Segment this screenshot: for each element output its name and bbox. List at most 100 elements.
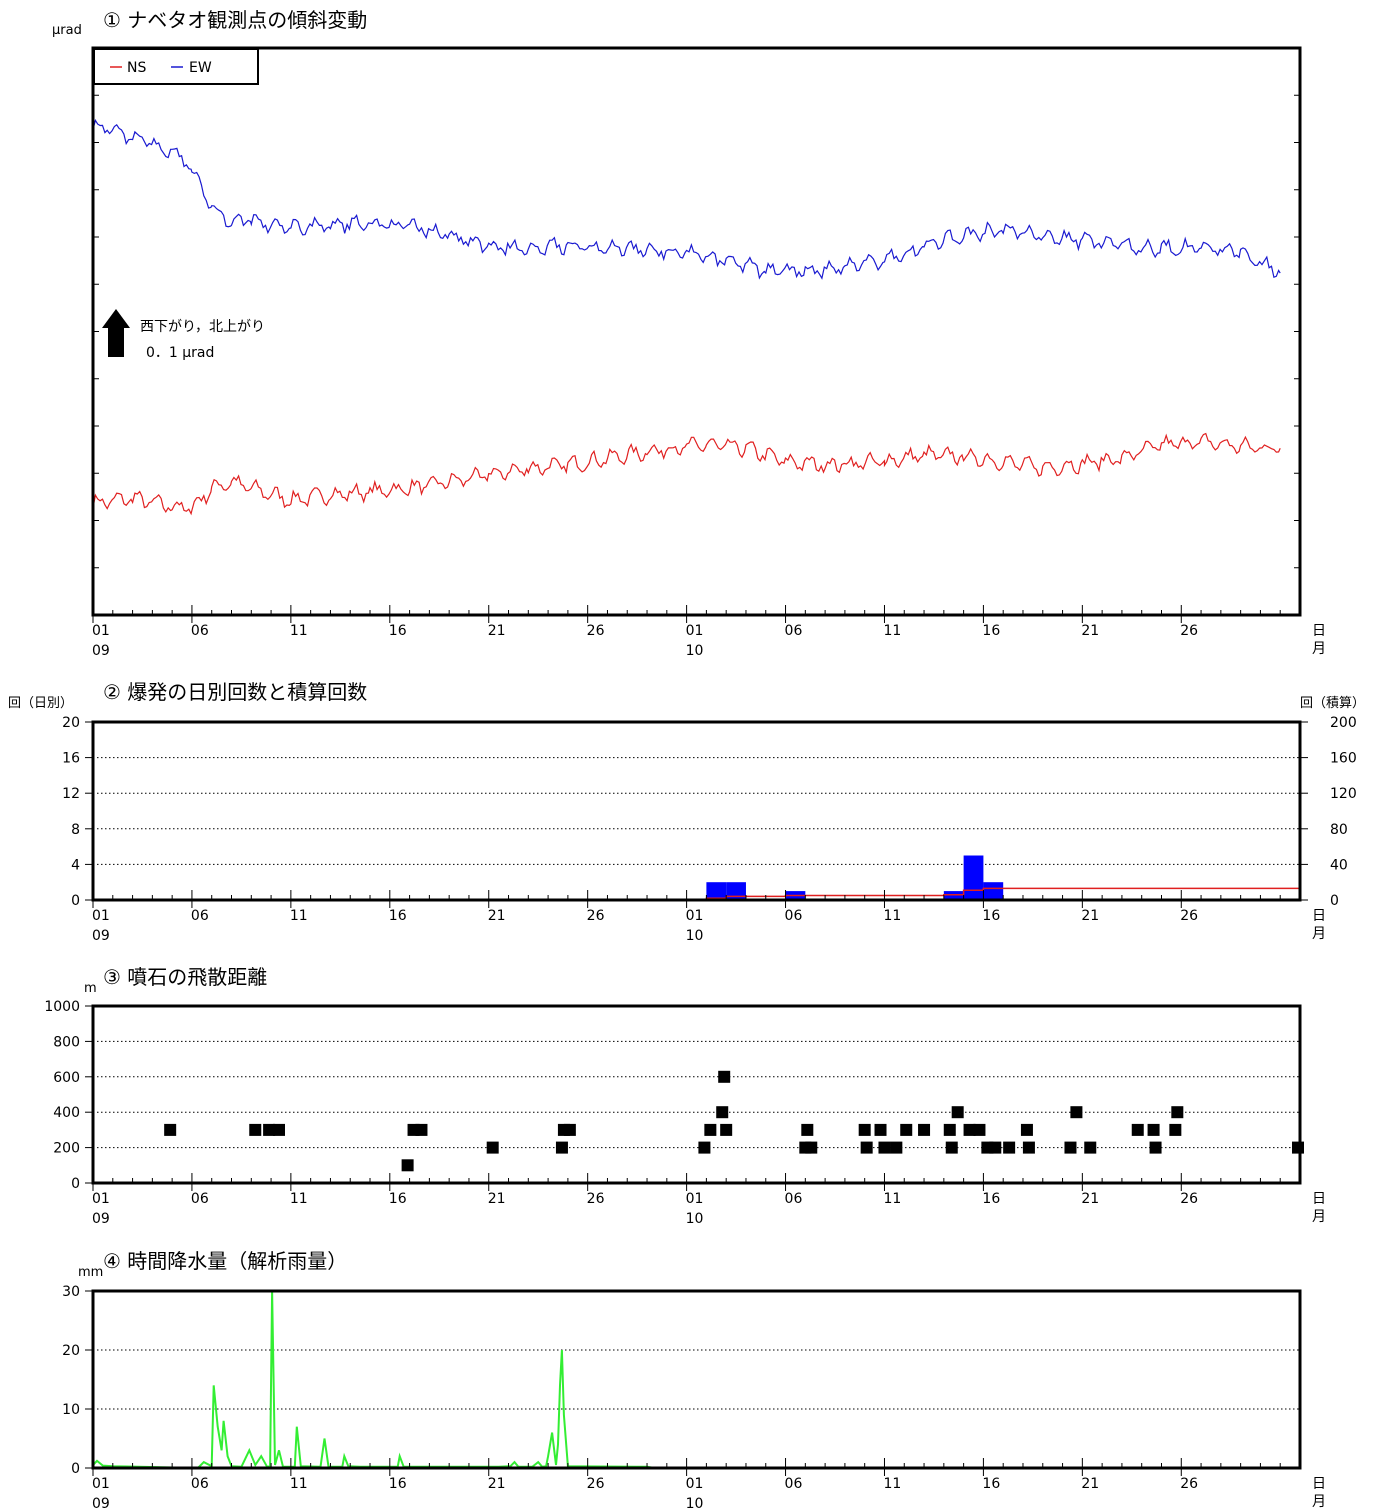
panel2-x-tick-label: 06 — [785, 908, 803, 924]
ballistic-distance-marker — [1070, 1106, 1083, 1119]
panel4-x-tick-label: 11 — [290, 1476, 308, 1492]
series-ew-line — [92, 118, 1281, 280]
ballistic-distance-marker — [890, 1141, 903, 1154]
panel1-x-tick-label: 26 — [587, 623, 605, 639]
panel1-tilt-chart: 01 06 11 16 21 26 01 06 11 16 21 26 09 10 日月 — [91, 46, 1326, 659]
rainfall-line — [92, 1290, 656, 1470]
panel1-x-tick-label: 16 — [982, 623, 1000, 639]
ballistic-distance-marker — [945, 1141, 958, 1154]
panel4-rainfall-chart: 0 10 20 30 01 06 11 16 21 26 01 06 11 16 21 26 09 10 日月 — [62, 1284, 1326, 1512]
ballistic-distance-marker — [486, 1141, 499, 1154]
panel3-x-tick-label: 26 — [1180, 1191, 1198, 1207]
panel4-x-unit-day: 日 — [1312, 1476, 1326, 1492]
panel2-y-tick-label: 8 — [71, 822, 80, 838]
ballistic-distance-marker — [951, 1106, 964, 1119]
panel3-month-label: 09 — [92, 1211, 110, 1227]
panel1-x-tick-label: 01 — [92, 623, 110, 639]
panel4-x-tick-label: 01 — [92, 1476, 110, 1492]
panel4-y-tick-label: 20 — [62, 1343, 80, 1359]
panel3-x-tick-label: 21 — [1081, 1191, 1099, 1207]
panel2-x-unit-day: 日 — [1312, 908, 1326, 924]
series-ns-line — [92, 432, 1281, 516]
panel2-x-tick-label: 26 — [1180, 908, 1198, 924]
panel3-x-tick-label: 21 — [488, 1191, 506, 1207]
ballistic-distance-marker — [1149, 1141, 1162, 1154]
daily-count-bar — [943, 891, 964, 900]
panel2-x-tick-label: 16 — [982, 908, 1000, 924]
daily-count-bar — [983, 882, 1004, 900]
ballistic-distance-marker — [1022, 1141, 1035, 1154]
ballistic-distance-marker — [805, 1141, 818, 1154]
panel3-x-tick-label: 11 — [883, 1191, 901, 1207]
panel3-y-tick-label: 800 — [53, 1034, 80, 1050]
legend-ns-label: NS — [127, 60, 146, 76]
panel4-y-tick-label: 10 — [62, 1402, 80, 1418]
panel4-title: ④ 時間降水量（解析雨量） — [103, 1249, 347, 1273]
ballistic-distance-marker — [858, 1123, 871, 1136]
ballistic-distance-marker — [900, 1123, 913, 1136]
ballistic-distance-marker — [263, 1123, 276, 1136]
panel4-ylabel: mm — [78, 1265, 103, 1280]
panel1-frame — [91, 46, 1302, 617]
panel2-ylabel-left: 回（日別） — [8, 696, 73, 711]
legend-ew-label: EW — [189, 60, 212, 76]
ballistic-distance-marker — [401, 1159, 414, 1172]
panel1-x-tick-label: 06 — [785, 623, 803, 639]
panel3-y-tick-label: 1000 — [44, 999, 80, 1015]
panel1-x-tick-label: 11 — [883, 623, 901, 639]
daily-count-bar — [963, 855, 984, 900]
ballistic-distance-marker — [415, 1123, 428, 1136]
panel4-y-tick-label: 30 — [62, 1284, 80, 1300]
panel2-y2-tick-label: 80 — [1330, 822, 1348, 838]
panel3-ylabel: m — [84, 981, 97, 996]
panel2-x-tick-label: 06 — [191, 908, 209, 924]
panel4-frame — [91, 1289, 1302, 1470]
panel4-x-unit-month: 月 — [1312, 1494, 1326, 1510]
daily-count-bar — [726, 882, 746, 900]
panel1-ylabel: μrad — [52, 23, 82, 38]
panel4-month-label: 10 — [686, 1496, 704, 1512]
panel4-x-tick-label: 06 — [785, 1476, 803, 1492]
panel1-x-tick-label: 26 — [1180, 623, 1198, 639]
ballistic-distance-marker — [1147, 1123, 1160, 1136]
panel4-x-tick-label: 16 — [389, 1476, 407, 1492]
panel3-frame — [91, 1004, 1302, 1185]
ballistic-distance-marker — [1020, 1123, 1033, 1136]
panel3-x-unit-day: 日 — [1312, 1191, 1326, 1207]
ballistic-distance-marker — [1003, 1141, 1016, 1154]
panel2-frame — [91, 720, 1302, 902]
panel2-y2-tick-label: 200 — [1330, 715, 1357, 731]
ballistic-distance-marker — [973, 1123, 986, 1136]
panel3-x-unit-month: 月 — [1312, 1209, 1326, 1225]
ballistic-distance-marker — [716, 1106, 729, 1119]
panel2-x-tick-label: 01 — [92, 908, 110, 924]
ballistic-distance-marker — [698, 1141, 711, 1154]
panel3-x-tick-label: 01 — [686, 1191, 704, 1207]
ballistic-distance-marker — [249, 1123, 262, 1136]
ballistic-distance-marker — [1064, 1141, 1077, 1154]
ballistic-distance-marker — [963, 1123, 976, 1136]
panel2-y-tick-label: 4 — [71, 857, 80, 873]
panel2-x-unit-month: 月 — [1312, 926, 1326, 942]
ballistic-distance-marker — [563, 1123, 576, 1136]
panel2-y-tick-label: 12 — [62, 786, 80, 802]
panel3-y-tick-label: 0 — [71, 1176, 80, 1192]
ballistic-distance-marker — [1169, 1123, 1182, 1136]
ballistic-distance-marker — [878, 1141, 891, 1154]
panel4-x-tick-label: 06 — [191, 1476, 209, 1492]
panel3-x-tick-label: 16 — [389, 1191, 407, 1207]
ballistic-distance-marker — [801, 1123, 814, 1136]
panel2-x-tick-label: 21 — [488, 908, 506, 924]
panel4-x-tick-label: 21 — [1081, 1476, 1099, 1492]
panel4-x-tick-label: 26 — [1180, 1476, 1198, 1492]
panel2-y2-tick-label: 160 — [1330, 751, 1357, 767]
ballistic-distance-marker — [720, 1123, 733, 1136]
panel2-y2-tick-label: 0 — [1330, 893, 1339, 909]
panel2-ylabel-right: 回（積算） — [1300, 696, 1365, 711]
scale-arrow-icon — [102, 309, 130, 357]
panel2-x-tick-label: 16 — [389, 908, 407, 924]
panel2-month-label: 10 — [686, 928, 704, 944]
panel3-x-tick-label: 26 — [587, 1191, 605, 1207]
panel1-x-tick-label: 06 — [191, 623, 209, 639]
